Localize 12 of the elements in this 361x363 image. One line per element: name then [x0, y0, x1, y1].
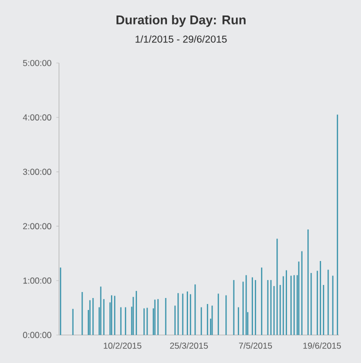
- y-tick-label: 1:00:00: [23, 278, 52, 284]
- y-tick-label: 3:00:00: [23, 168, 52, 175]
- y-tick-label: 2:00:00: [23, 223, 52, 230]
- chart-title: Duration by Day: Run: [116, 15, 246, 27]
- y-tick-label: 4:00:00: [22, 114, 52, 120]
- x-tick-label: 19/6/2015: [303, 342, 341, 349]
- x-tick-label: 10/2/2015: [104, 342, 142, 349]
- x-tick-label: 25/3/2015: [170, 342, 208, 349]
- x-tick-label: 7/5/2015: [239, 342, 272, 349]
- y-tick-label: 0:00:00: [23, 332, 52, 338]
- chart-subtitle: 1/1/2015 - 29/6/2015: [136, 35, 227, 43]
- y-tick-label: 5:00:00: [23, 60, 52, 66]
